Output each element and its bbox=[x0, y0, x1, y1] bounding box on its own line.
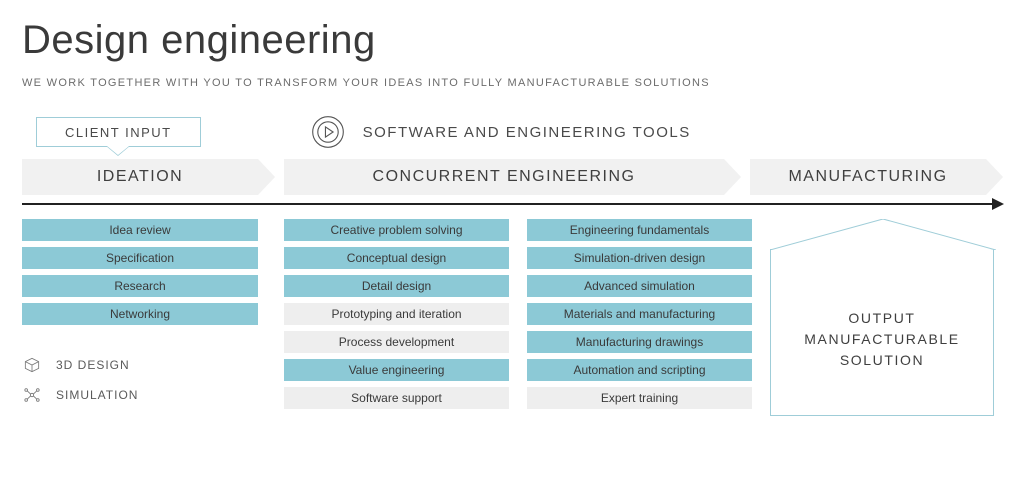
concurrent-left-item: Process development bbox=[284, 331, 509, 353]
output-line-3: SOLUTION bbox=[781, 350, 983, 371]
tools-label: SOFTWARE AND ENGINEERING TOOLS bbox=[363, 124, 691, 141]
phase-manufacturing-label: MANUFACTURING bbox=[788, 168, 947, 186]
concurrent-left-item: Prototyping and iteration bbox=[284, 303, 509, 325]
concurrent-right-item: Automation and scripting bbox=[527, 359, 752, 381]
concurrent-left-item: Software support bbox=[284, 387, 509, 409]
top-callout-row: CLIENT INPUT SOFTWARE AND ENGINEERING TO… bbox=[22, 115, 1002, 149]
phase-ideation: IDEATION bbox=[22, 159, 258, 195]
concurrent-left-item: Value engineering bbox=[284, 359, 509, 381]
ideation-item: Research bbox=[22, 275, 258, 297]
concurrent-right-item: Expert training bbox=[527, 387, 752, 409]
content-columns: Idea review Specification Research Networki… bbox=[22, 219, 1002, 416]
concurrent-column-left: Creative problem solving Conceptual desig… bbox=[284, 219, 509, 409]
concurrent-left-item: Conceptual design bbox=[284, 247, 509, 269]
concurrent-right-item: Materials and manufacturing bbox=[527, 303, 752, 325]
concurrent-right-item: Advanced simulation bbox=[527, 275, 752, 297]
cube-icon bbox=[22, 355, 42, 375]
network-icon bbox=[22, 385, 42, 405]
ideation-item: Idea review bbox=[22, 219, 258, 241]
output-line-2: MANUFACTURABLE bbox=[781, 329, 983, 350]
concurrent-right-item: Engineering fundamentals bbox=[527, 219, 752, 241]
legend-3d-design-label: 3D DESIGN bbox=[56, 358, 130, 372]
concurrent-column-right: Engineering fundamentals Simulation-drive… bbox=[527, 219, 752, 409]
ideation-column-wrap: Idea review Specification Research Networki… bbox=[22, 219, 258, 405]
tools-block: SOFTWARE AND ENGINEERING TOOLS bbox=[311, 115, 691, 149]
legend: 3D DESIGN SIMULATION bbox=[22, 355, 258, 405]
legend-3d-design: 3D DESIGN bbox=[22, 355, 258, 375]
page-subtitle: WE WORK TOGETHER WITH YOU TO TRANSFORM Y… bbox=[22, 77, 1002, 89]
phase-concurrent-label: CONCURRENT ENGINEERING bbox=[373, 168, 636, 186]
phase-manufacturing: MANUFACTURING bbox=[750, 159, 986, 195]
client-input-label: CLIENT INPUT bbox=[65, 125, 172, 140]
client-input-tag: CLIENT INPUT bbox=[36, 117, 201, 147]
concurrent-right-item: Simulation-driven design bbox=[527, 247, 752, 269]
output-line-1: OUTPUT bbox=[781, 308, 983, 329]
phase-ideation-label: IDEATION bbox=[97, 168, 183, 186]
output-roof-outline bbox=[770, 219, 996, 250]
output-pentagon: OUTPUT MANUFACTURABLE SOLUTION bbox=[770, 249, 994, 416]
output-column: OUTPUT MANUFACTURABLE SOLUTION bbox=[768, 219, 996, 416]
phase-concurrent: CONCURRENT ENGINEERING bbox=[284, 159, 724, 195]
phase-headers-row: IDEATION CONCURRENT ENGINEERING MANUFACT… bbox=[22, 159, 1002, 195]
ideation-column: Idea review Specification Research Networki… bbox=[22, 219, 258, 325]
page-title: Design engineering bbox=[22, 18, 1002, 63]
concurrent-right-item: Manufacturing drawings bbox=[527, 331, 752, 353]
concurrent-left-item: Detail design bbox=[284, 275, 509, 297]
ideation-item: Specification bbox=[22, 247, 258, 269]
ideation-item: Networking bbox=[22, 303, 258, 325]
legend-simulation-label: SIMULATION bbox=[56, 388, 138, 402]
concurrent-left-item: Creative problem solving bbox=[284, 219, 509, 241]
legend-simulation: SIMULATION bbox=[22, 385, 258, 405]
concurrent-columns: Creative problem solving Conceptual desig… bbox=[284, 219, 754, 409]
play-circle-icon bbox=[311, 115, 345, 149]
timeline-arrow bbox=[22, 203, 1002, 205]
